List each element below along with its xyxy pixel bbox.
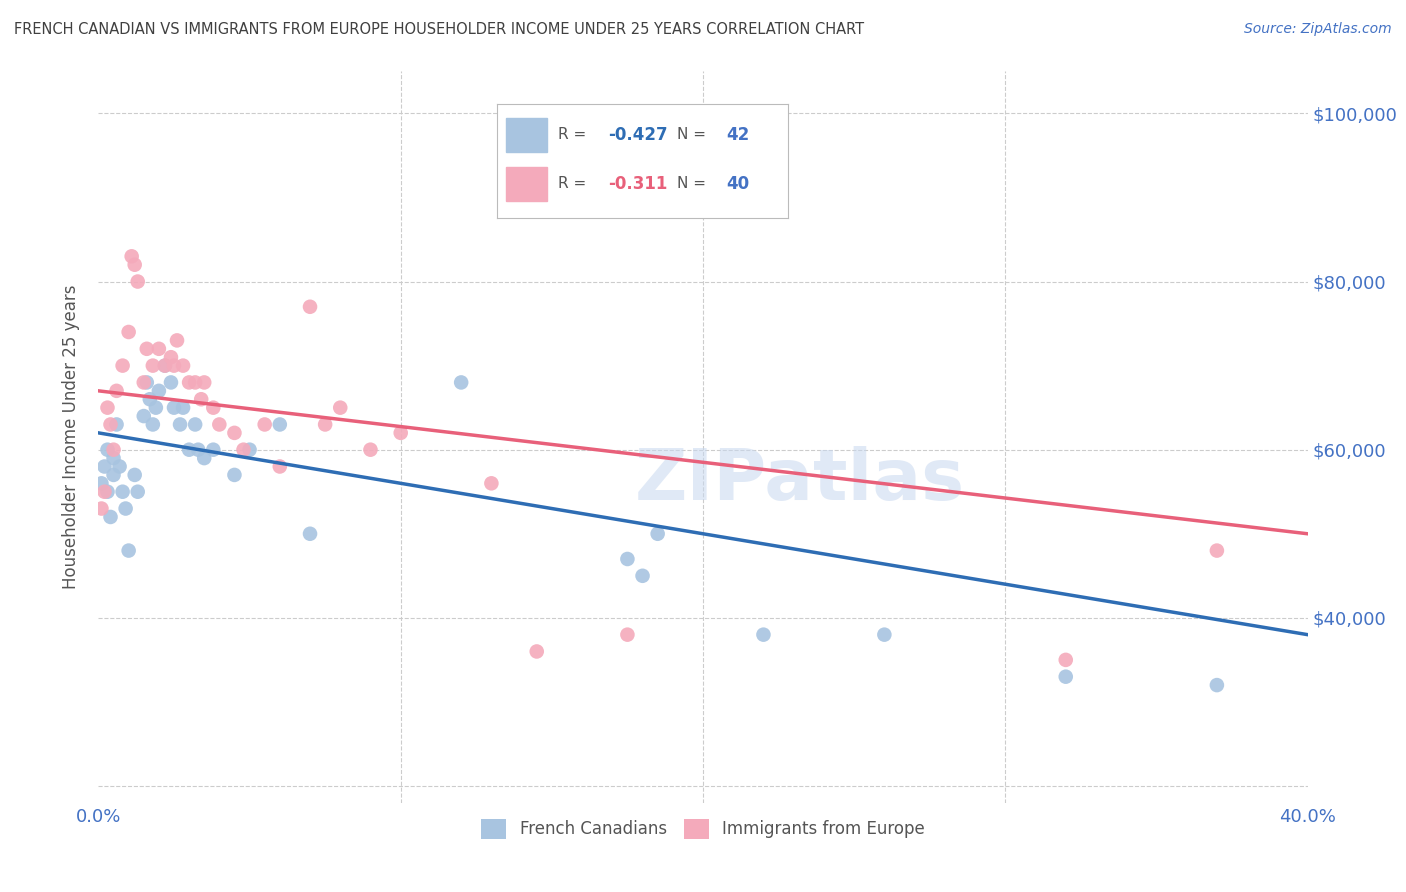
Point: [526, 644, 548, 658]
Point: [187, 442, 209, 457]
Point: [224, 425, 246, 440]
Point: [481, 476, 503, 491]
Point: [360, 442, 382, 457]
Point: [193, 451, 215, 466]
Point: [100, 510, 122, 524]
Point: [193, 376, 215, 390]
Text: Source: ZipAtlas.com: Source: ZipAtlas.com: [1244, 22, 1392, 37]
Point: [172, 401, 194, 415]
Point: [160, 376, 183, 390]
Point: [450, 376, 472, 390]
Point: [111, 484, 134, 499]
Point: [96, 442, 118, 457]
Point: [299, 526, 322, 541]
Point: [142, 359, 165, 373]
Point: [103, 451, 125, 466]
Point: [873, 627, 896, 641]
Point: [172, 359, 194, 373]
Point: [127, 484, 149, 499]
Point: [269, 417, 291, 432]
Point: [121, 249, 143, 263]
Point: [166, 334, 188, 348]
Point: [616, 627, 638, 641]
Point: [105, 384, 128, 398]
Point: [631, 569, 654, 583]
Point: [118, 325, 141, 339]
Point: [118, 543, 141, 558]
Point: [1054, 653, 1077, 667]
Point: [142, 417, 165, 432]
Point: [135, 376, 157, 390]
Point: [132, 376, 155, 390]
Point: [202, 401, 225, 415]
Point: [96, 401, 118, 415]
Point: [179, 376, 201, 390]
Point: [202, 442, 225, 457]
Point: [135, 342, 157, 356]
Y-axis label: Householder Income Under 25 years: Householder Income Under 25 years: [62, 285, 80, 590]
Point: [93, 459, 115, 474]
Text: ZIPatlas: ZIPatlas: [634, 447, 965, 516]
Point: [184, 376, 207, 390]
Point: [153, 359, 176, 373]
Point: [224, 467, 246, 482]
Point: [647, 526, 669, 541]
Point: [96, 484, 118, 499]
Point: [132, 409, 155, 423]
Point: [148, 384, 170, 398]
Point: [329, 401, 352, 415]
Legend: French Canadians, Immigrants from Europe: French Canadians, Immigrants from Europe: [475, 812, 931, 846]
Point: [163, 359, 186, 373]
Point: [163, 401, 186, 415]
Point: [145, 401, 167, 415]
Point: [124, 258, 146, 272]
Point: [1206, 543, 1229, 558]
Point: [90, 476, 112, 491]
Point: [139, 392, 162, 407]
Point: [299, 300, 322, 314]
Point: [269, 459, 291, 474]
Point: [100, 417, 122, 432]
Point: [103, 442, 125, 457]
Point: [179, 442, 201, 457]
Point: [103, 467, 125, 482]
Point: [114, 501, 136, 516]
Point: [616, 552, 638, 566]
Point: [232, 442, 254, 457]
Point: [90, 501, 112, 516]
Point: [208, 417, 231, 432]
Point: [752, 627, 775, 641]
Point: [190, 392, 212, 407]
Point: [108, 459, 131, 474]
Point: [389, 425, 412, 440]
Point: [169, 417, 191, 432]
Text: FRENCH CANADIAN VS IMMIGRANTS FROM EUROPE HOUSEHOLDER INCOME UNDER 25 YEARS CORR: FRENCH CANADIAN VS IMMIGRANTS FROM EUROP…: [14, 22, 865, 37]
Point: [153, 359, 176, 373]
Point: [111, 359, 134, 373]
Point: [124, 467, 146, 482]
Point: [184, 417, 207, 432]
Point: [314, 417, 336, 432]
Point: [127, 275, 149, 289]
Point: [160, 350, 183, 364]
Point: [253, 417, 276, 432]
Point: [105, 417, 128, 432]
Point: [239, 442, 262, 457]
Point: [148, 342, 170, 356]
Point: [1206, 678, 1229, 692]
Point: [93, 484, 115, 499]
Point: [1054, 670, 1077, 684]
